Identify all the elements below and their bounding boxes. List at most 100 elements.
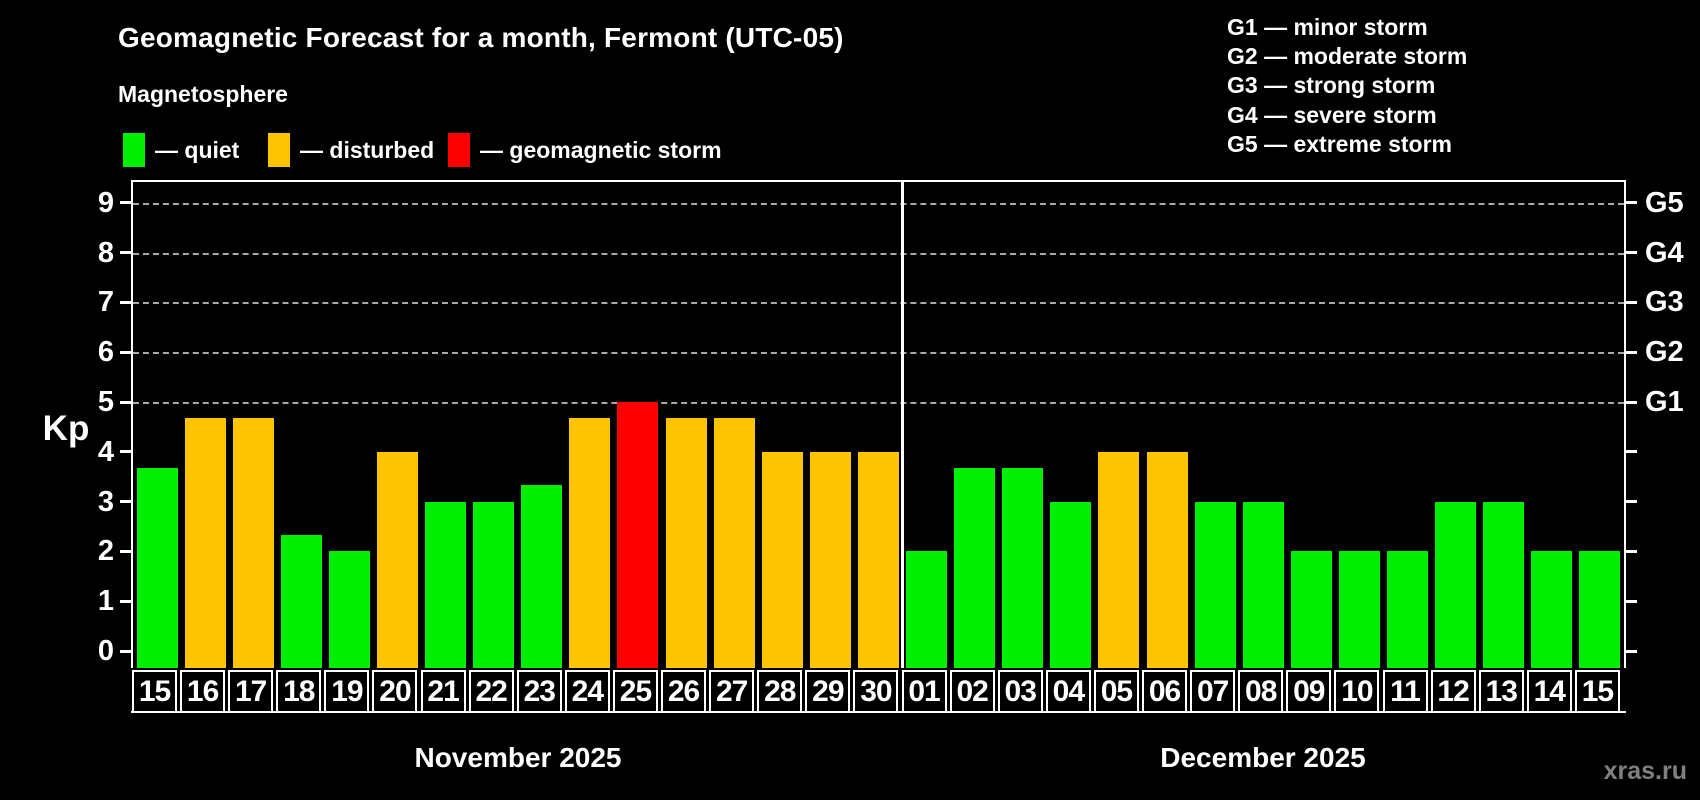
kp-bar-03 [1002, 468, 1044, 668]
plot-area [131, 180, 1626, 668]
y-axis-tick-2 [120, 549, 131, 553]
gridline-kp8 [133, 252, 1624, 255]
y-axis-label-9: 9 [97, 186, 114, 219]
kp-bar-08 [1242, 501, 1284, 668]
right-axis-tick-3 [1626, 500, 1637, 504]
right-axis-tick-0 [1626, 649, 1637, 653]
date-cell-07: 07 [1190, 670, 1236, 713]
y-axis-tick-1 [120, 599, 131, 603]
kp-bar-30 [857, 451, 899, 668]
date-cell-26: 26 [661, 670, 707, 713]
watermark: xras.ru [1603, 757, 1687, 785]
quiet-color-swatch [123, 133, 145, 167]
kp-bar-15 [1579, 551, 1621, 668]
kp-bar-26 [665, 418, 707, 668]
date-cell-18: 18 [276, 670, 322, 713]
kp-bar-21 [425, 501, 467, 668]
right-axis-tick-2 [1626, 549, 1637, 553]
kp-bar-28 [761, 451, 803, 668]
kp-bar-04 [1050, 501, 1092, 668]
gridline-kp6 [133, 352, 1624, 355]
right-axis-tick-6 [1626, 350, 1637, 354]
legend-label-quiet: — quiet [155, 136, 240, 163]
kp-bar-17 [232, 418, 274, 668]
kp-bar-27 [713, 418, 755, 668]
right-axis-tick-1 [1626, 599, 1637, 603]
date-cell-04: 04 [1045, 670, 1091, 713]
kp-bar-13 [1483, 501, 1525, 668]
y-axis-tick-4 [120, 450, 131, 454]
right-axis-tick-7 [1626, 300, 1637, 304]
kp-bar-09 [1290, 551, 1332, 668]
y-axis-label-3: 3 [97, 485, 114, 518]
storm-scale-g2: G2 — moderate storm [1227, 43, 1468, 70]
date-cell-21: 21 [420, 670, 466, 713]
kp-bar-01 [906, 551, 948, 668]
kp-bar-25 [617, 402, 659, 668]
kp-bar-05 [1098, 451, 1140, 668]
date-axis-bottom-line [131, 711, 1626, 713]
legend-label-disturbed: — disturbed [300, 136, 435, 163]
date-cell-20: 20 [372, 670, 418, 713]
date-cell-06: 06 [1142, 670, 1188, 713]
legend-item-storm: — geomagnetic storm [448, 133, 722, 167]
y-axis-tick-6 [120, 350, 131, 354]
y-axis-label-7: 7 [97, 286, 114, 319]
date-cell-19: 19 [324, 670, 370, 713]
gridline-kp5 [133, 402, 1624, 404]
date-cell-22: 22 [468, 670, 514, 713]
disturbed-color-swatch [268, 133, 290, 167]
right-axis-label-G2: G2 [1645, 336, 1684, 369]
date-cell-29: 29 [805, 670, 851, 713]
y-axis-label-5: 5 [97, 386, 114, 418]
date-cell-15: 15 [1574, 670, 1620, 713]
kp-bar-22 [473, 501, 515, 668]
kp-bar-02 [954, 468, 996, 668]
kp-bar-29 [809, 451, 851, 668]
kp-bar-10 [1338, 551, 1380, 668]
right-axis-tick-5 [1626, 400, 1637, 404]
date-cell-23: 23 [516, 670, 562, 713]
right-axis-tick-9 [1626, 201, 1637, 205]
date-cell-16: 16 [180, 670, 226, 713]
y-axis-tick-3 [120, 500, 131, 504]
right-axis-label-G1: G1 [1645, 386, 1684, 418]
kp-bar-07 [1194, 501, 1236, 668]
y-axis-label-6: 6 [97, 336, 114, 369]
date-cell-11: 11 [1382, 670, 1428, 713]
right-axis-tick-4 [1626, 450, 1637, 454]
kp-bar-14 [1531, 551, 1573, 668]
date-cell-27: 27 [709, 670, 755, 713]
storm-scale-g3: G3 — strong storm [1227, 72, 1436, 99]
kp-bar-15 [136, 468, 178, 668]
date-cell-01: 01 [901, 670, 947, 713]
date-cell-17: 17 [228, 670, 274, 713]
y-axis-tick-8 [120, 251, 131, 255]
date-cell-24: 24 [564, 670, 610, 713]
kp-bar-18 [280, 534, 322, 668]
y-axis-tick-7 [120, 300, 131, 304]
right-axis-label-G4: G4 [1645, 236, 1684, 269]
month-separator [901, 182, 905, 668]
y-axis-label-0: 0 [97, 635, 114, 667]
date-cell-13: 13 [1478, 670, 1524, 713]
legend-label-storm: — geomagnetic storm [480, 136, 722, 163]
y-axis-label-1: 1 [97, 585, 114, 618]
kp-bar-11 [1387, 551, 1429, 668]
date-cell-08: 08 [1238, 670, 1284, 713]
y-axis-label-4: 4 [97, 435, 114, 468]
date-cell-03: 03 [997, 670, 1043, 713]
kp-bar-23 [521, 485, 563, 668]
y-axis-tick-5 [120, 400, 131, 404]
chart-subtitle: Magnetosphere [118, 81, 288, 107]
kp-bar-20 [376, 451, 418, 668]
y-axis-tick-0 [120, 649, 131, 653]
y-axis-tick-9 [120, 201, 131, 205]
date-cell-05: 05 [1093, 670, 1139, 713]
date-cell-28: 28 [757, 670, 803, 713]
date-cell-10: 10 [1334, 670, 1380, 713]
y-axis-title: Kp [42, 409, 90, 448]
date-cell-14: 14 [1526, 670, 1572, 713]
month-label-november: November 2025 [414, 742, 622, 773]
